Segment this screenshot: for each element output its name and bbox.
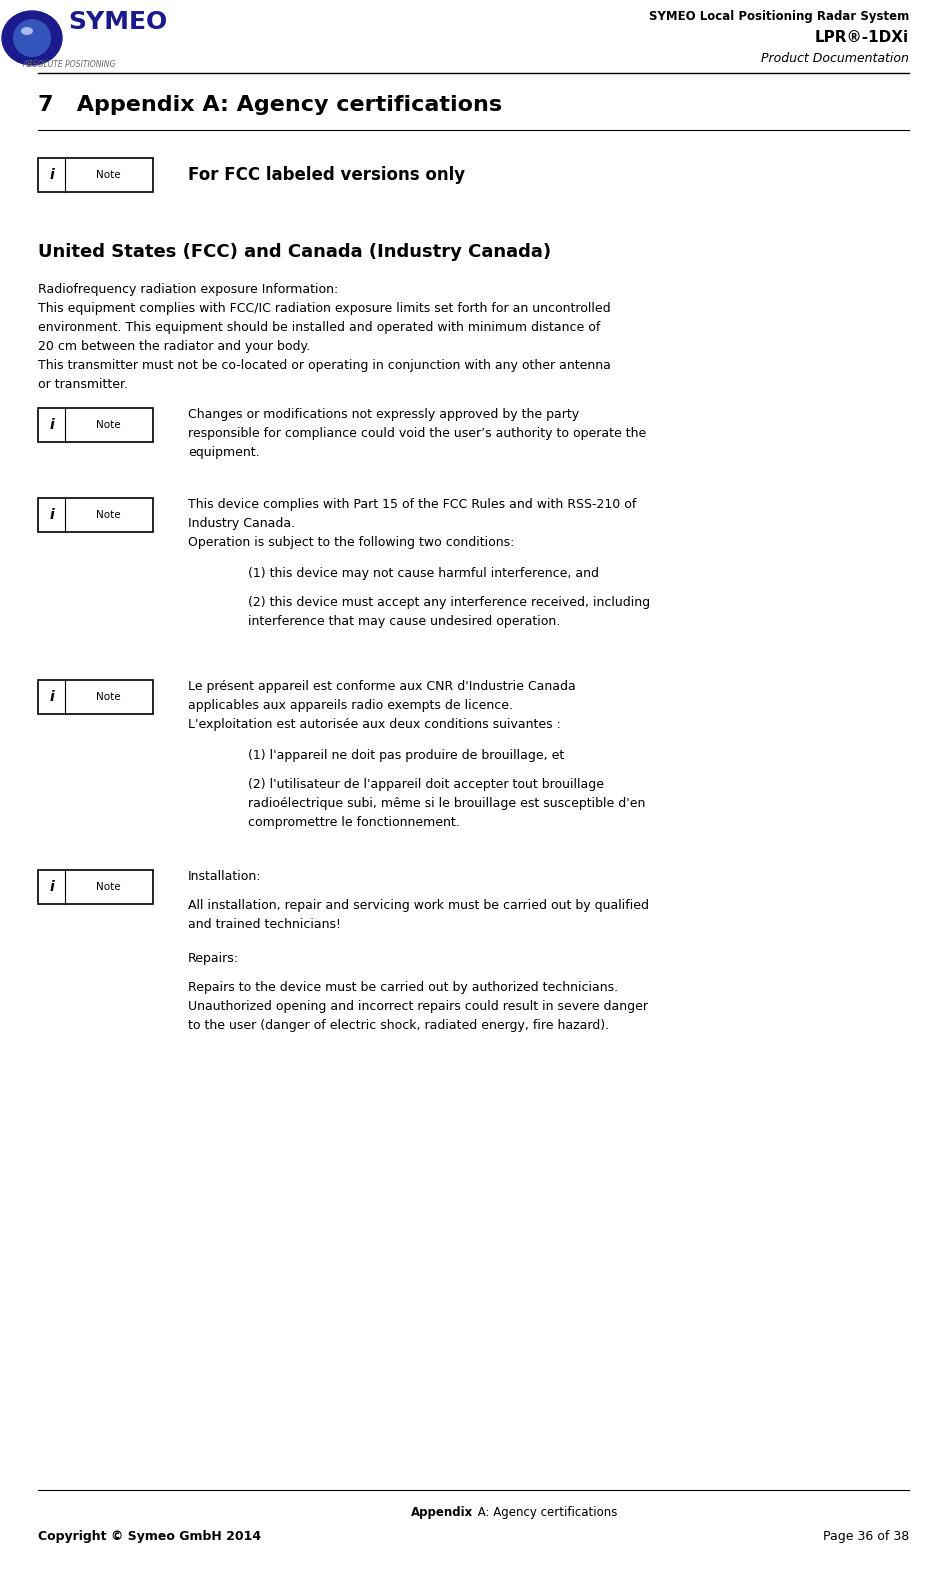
Text: applicables aux appareils radio exempts de licence.: applicables aux appareils radio exempts … (188, 699, 513, 712)
Text: Note: Note (96, 510, 120, 521)
Text: Copyright © Symeo GmbH 2014: Copyright © Symeo GmbH 2014 (38, 1531, 261, 1543)
Text: Radiofrequency radiation exposure Information:: Radiofrequency radiation exposure Inform… (38, 282, 338, 297)
Text: radioélectrique subi, même si le brouillage est susceptible d'en: radioélectrique subi, même si le brouill… (248, 797, 645, 810)
Ellipse shape (21, 27, 33, 35)
Text: Repairs:: Repairs: (188, 952, 239, 966)
Text: All installation, repair and servicing work must be carried out by qualified: All installation, repair and servicing w… (188, 899, 649, 912)
Text: United States (FCC) and Canada (Industry Canada): United States (FCC) and Canada (Industry… (38, 243, 551, 260)
Text: SYMEO Local Positioning Radar System: SYMEO Local Positioning Radar System (649, 9, 909, 24)
Text: i: i (49, 508, 54, 522)
Text: and trained technicians!: and trained technicians! (188, 918, 341, 931)
Ellipse shape (2, 11, 62, 65)
Text: responsible for compliance could void the user’s authority to operate the: responsible for compliance could void th… (188, 428, 646, 440)
Text: 20 cm between the radiator and your body.: 20 cm between the radiator and your body… (38, 339, 310, 353)
Text: environment. This equipment should be installed and operated with minimum distan: environment. This equipment should be in… (38, 320, 600, 335)
Text: Le présent appareil est conforme aux CNR d'Industrie Canada: Le présent appareil est conforme aux CNR… (188, 680, 576, 693)
Text: Product Documentation: Product Documentation (761, 52, 909, 65)
Text: (2) l'utilisateur de l'appareil doit accepter tout brouillage: (2) l'utilisateur de l'appareil doit acc… (248, 778, 604, 791)
FancyBboxPatch shape (38, 869, 153, 904)
FancyBboxPatch shape (38, 409, 153, 442)
Text: Note: Note (96, 170, 120, 180)
Text: Repairs to the device must be carried out by authorized technicians.: Repairs to the device must be carried ou… (188, 982, 618, 994)
Text: For FCC labeled versions only: For FCC labeled versions only (188, 166, 465, 185)
Text: Changes or modifications not expressly approved by the party: Changes or modifications not expressly a… (188, 409, 580, 421)
Text: SYMEO: SYMEO (68, 9, 168, 35)
FancyBboxPatch shape (38, 158, 153, 193)
Text: Industry Canada.: Industry Canada. (188, 518, 295, 530)
Text: Note: Note (96, 882, 120, 892)
Text: Installation:: Installation: (188, 869, 261, 884)
FancyBboxPatch shape (38, 499, 153, 532)
Text: This equipment complies with FCC/IC radiation exposure limits set forth for an u: This equipment complies with FCC/IC radi… (38, 301, 611, 316)
Text: i: i (49, 881, 54, 895)
Text: LPR®-1DXi: LPR®-1DXi (814, 30, 909, 46)
Text: A: Agency certifications: A: Agency certifications (474, 1505, 616, 1520)
FancyBboxPatch shape (38, 680, 153, 713)
Text: (1) this device may not cause harmful interference, and: (1) this device may not cause harmful in… (248, 567, 599, 581)
Text: i: i (49, 167, 54, 181)
Text: i: i (49, 418, 54, 432)
Text: (2) this device must accept any interference received, including: (2) this device must accept any interfer… (248, 596, 651, 609)
Text: Note: Note (96, 693, 120, 702)
Text: Appendix: Appendix (411, 1505, 474, 1520)
Text: interference that may cause undesired operation.: interference that may cause undesired op… (248, 615, 561, 628)
Text: This transmitter must not be co-located or operating in conjunction with any oth: This transmitter must not be co-located … (38, 360, 611, 372)
Text: i: i (49, 690, 54, 704)
Text: Note: Note (96, 420, 120, 429)
Text: ABSOLUTE POSITIONING: ABSOLUTE POSITIONING (22, 60, 116, 69)
Circle shape (13, 19, 51, 57)
Text: equipment.: equipment. (188, 447, 259, 459)
Text: 7   Appendix A: Agency certifications: 7 Appendix A: Agency certifications (38, 95, 502, 115)
Text: Operation is subject to the following two conditions:: Operation is subject to the following tw… (188, 537, 514, 549)
Text: This device complies with Part 15 of the FCC Rules and with RSS-210 of: This device complies with Part 15 of the… (188, 499, 636, 511)
Text: to the user (danger of electric shock, radiated energy, fire hazard).: to the user (danger of electric shock, r… (188, 1019, 609, 1032)
Text: L'exploitation est autorisée aux deux conditions suivantes :: L'exploitation est autorisée aux deux co… (188, 718, 561, 731)
Text: or transmitter.: or transmitter. (38, 379, 128, 391)
Text: compromettre le fonctionnement.: compromettre le fonctionnement. (248, 816, 459, 828)
Text: (1) l'appareil ne doit pas produire de brouillage, et: (1) l'appareil ne doit pas produire de b… (248, 750, 564, 762)
Text: Unauthorized opening and incorrect repairs could result in severe danger: Unauthorized opening and incorrect repai… (188, 1000, 648, 1013)
Text: Page 36 of 38: Page 36 of 38 (823, 1531, 909, 1543)
